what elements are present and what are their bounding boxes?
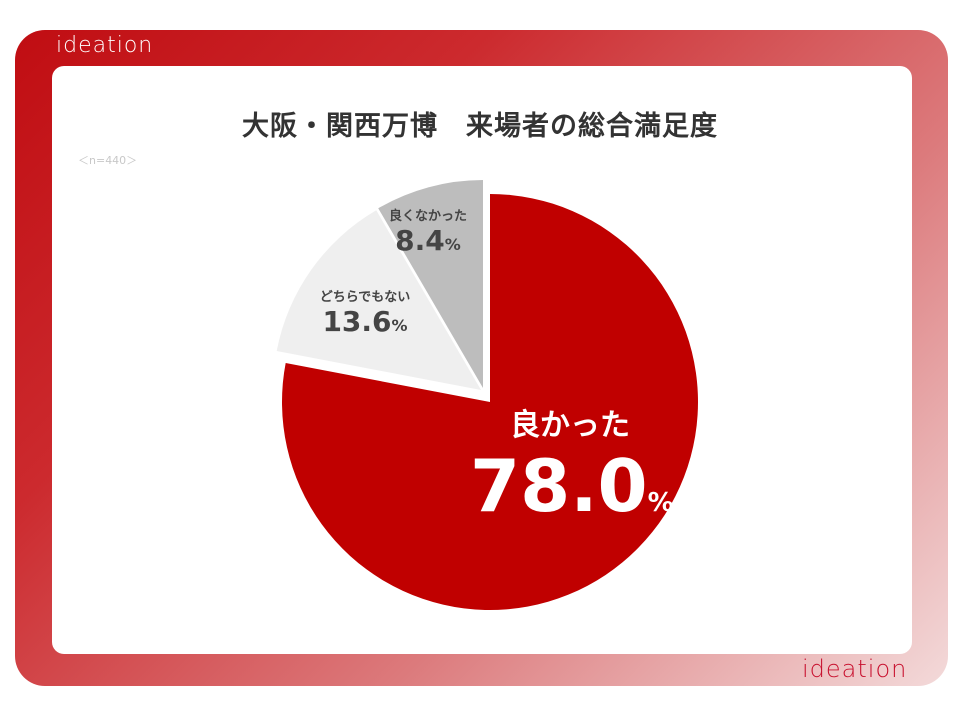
logo-bottom: ideation: [802, 655, 908, 683]
logo-top: ideation: [56, 33, 154, 58]
slice-unit: %: [444, 235, 461, 254]
slice-label-neutral: どちらでもない 13.6%: [300, 286, 430, 338]
slice-unit: %: [391, 316, 408, 335]
slice-label-bad: 良くなかった 8.4%: [368, 205, 488, 257]
slice-label-good: 良かった 78.0%: [470, 400, 674, 528]
slice-unit: %: [647, 488, 674, 518]
sample-size: ＜n=440＞: [78, 154, 138, 167]
slice-value: 13.6: [322, 305, 392, 338]
slice-category: 良かった: [510, 408, 630, 443]
slice-value: 8.4: [395, 224, 445, 257]
slice-good: [282, 194, 699, 611]
slice-neutral: [276, 210, 481, 390]
chart-title: 大阪・関西万博 来場者の総合満足度: [242, 111, 718, 142]
slice-category: 良くなかった: [388, 209, 467, 224]
slice-category: どちらでもない: [319, 290, 411, 305]
slice-value: 78.0: [470, 444, 648, 528]
slice-bad: [378, 180, 483, 388]
